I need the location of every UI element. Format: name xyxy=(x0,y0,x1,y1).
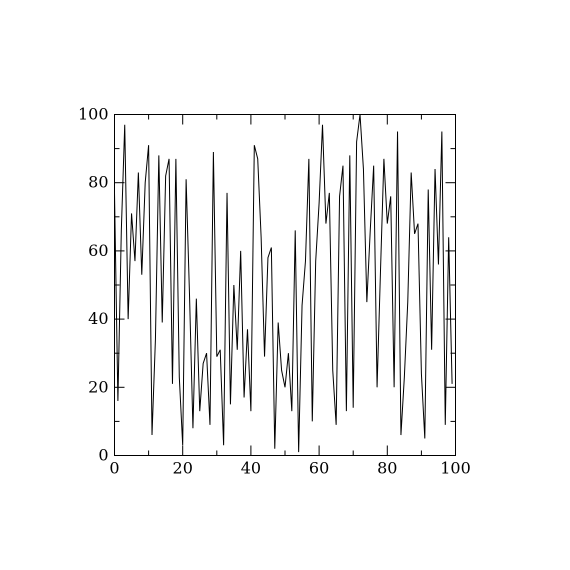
y-axis-tick-labels: 0 20 40 60 80 100 xyxy=(78,105,109,465)
x-tick-label: 100 xyxy=(440,459,471,478)
axis-ticks xyxy=(114,114,456,456)
x-tick-label: 60 xyxy=(309,459,329,478)
y-tick-label: 100 xyxy=(78,105,109,124)
plot-frame xyxy=(114,114,456,456)
y-tick-label: 0 xyxy=(98,446,108,465)
y-tick-label: 20 xyxy=(88,377,108,396)
x-tick-label: 0 xyxy=(109,459,119,478)
y-tick-label: 80 xyxy=(88,173,108,192)
series-line xyxy=(114,114,453,453)
y-tick-label: 60 xyxy=(88,241,108,260)
x-axis-tick-labels: 0 20 40 60 80 100 xyxy=(109,459,470,478)
x-tick-label: 80 xyxy=(377,459,397,478)
x-tick-label: 40 xyxy=(241,459,261,478)
y-tick-label: 40 xyxy=(88,309,108,328)
x-tick-label: 20 xyxy=(173,459,193,478)
